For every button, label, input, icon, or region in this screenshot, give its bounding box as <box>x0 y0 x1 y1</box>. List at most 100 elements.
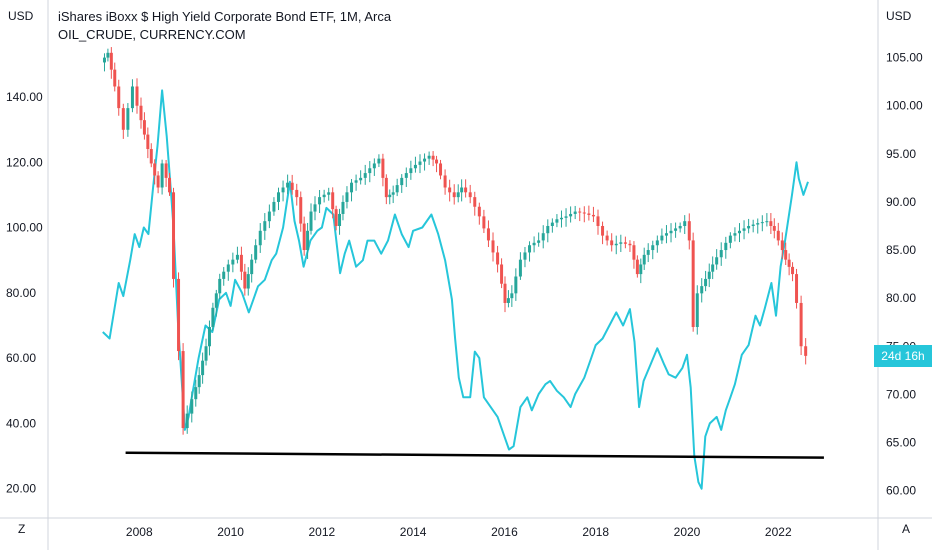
candle-body <box>591 214 595 217</box>
candle-body <box>646 250 650 255</box>
bar-countdown-badge: 24d 16h <box>874 345 932 367</box>
right-tick-label: 60.00 <box>886 484 916 498</box>
legend-series2: OIL_CRUDE, CURRENCY.COM <box>58 27 246 42</box>
candle-body <box>345 192 349 202</box>
candle-body <box>747 225 751 229</box>
candle-body <box>486 228 490 241</box>
candle-body <box>601 225 605 236</box>
candle-body <box>409 168 413 174</box>
candle-body <box>106 52 110 58</box>
candle-body <box>395 185 399 193</box>
candle-body <box>153 163 157 176</box>
candle-body <box>532 242 536 246</box>
candle-body <box>518 259 522 277</box>
candle-body <box>431 155 435 160</box>
auto-scale-button[interactable]: A <box>902 522 911 536</box>
candle-body <box>642 254 646 265</box>
candle-body <box>795 274 799 303</box>
candle-body <box>190 399 194 414</box>
candle-body <box>109 52 113 70</box>
candle-body <box>496 252 500 265</box>
candle-body <box>660 235 664 241</box>
left-tick-label: 40.00 <box>6 416 36 430</box>
candle-body <box>207 327 211 347</box>
left-tick-label: 20.00 <box>6 482 36 496</box>
candle-body <box>222 271 226 279</box>
candle-body <box>372 163 376 169</box>
chart-legend: iShares iBoxx $ High Yield Corporate Bon… <box>58 8 391 44</box>
candle-body <box>295 189 299 198</box>
x-tick-label: 2010 <box>217 525 244 539</box>
candle-body <box>226 264 230 272</box>
candle-body <box>313 204 317 212</box>
candle-body <box>787 259 791 267</box>
candle-body <box>678 225 682 229</box>
candle-body <box>573 211 577 214</box>
candle-body <box>477 206 481 217</box>
candle-body <box>760 222 764 224</box>
candle-body <box>363 173 367 178</box>
candle-body <box>327 192 331 195</box>
left-tick-label: 80.00 <box>6 286 36 300</box>
candle-body <box>500 264 504 284</box>
x-tick-label: 2020 <box>674 525 701 539</box>
candle-body <box>614 243 618 246</box>
candle-body <box>443 175 447 188</box>
candle-body <box>354 180 358 183</box>
candle-body <box>582 212 586 214</box>
candle-body <box>537 240 541 243</box>
candle-body <box>391 192 395 195</box>
right-tick-label: 95.00 <box>886 147 916 161</box>
candle-body <box>194 387 198 400</box>
candle-body <box>674 228 678 231</box>
candle-body <box>306 230 310 251</box>
candle-body <box>468 192 472 198</box>
oil-line <box>102 89 809 490</box>
candle-body <box>555 219 559 223</box>
candle-body <box>482 216 486 229</box>
support-line-layer <box>125 451 824 459</box>
tick-labels: USD USD 140.00 120.00 100.00 80.00 60.00 40.00 2… <box>6 9 923 539</box>
candle-body <box>334 209 338 226</box>
candle-body <box>569 213 573 217</box>
candle-body <box>704 278 708 287</box>
candle-body <box>377 158 381 164</box>
hyg-series <box>102 47 808 435</box>
candle-body <box>276 192 280 202</box>
candle-body <box>460 187 464 193</box>
candle-body <box>664 233 668 236</box>
left-tick-label: 100.00 <box>6 221 43 235</box>
candle-body <box>142 120 146 135</box>
candle-body <box>596 216 600 226</box>
candle-body <box>724 242 728 251</box>
x-tick-label: 2022 <box>765 525 792 539</box>
candle-body <box>623 242 627 244</box>
candle-body <box>491 240 495 253</box>
candle-body <box>102 57 106 63</box>
candle-body <box>185 413 189 429</box>
candle-body <box>388 194 392 198</box>
candle-body <box>669 230 673 234</box>
candle-body <box>384 177 388 198</box>
right-tick-label: 70.00 <box>886 387 916 401</box>
candle-body <box>439 163 443 176</box>
candle-body <box>121 108 125 130</box>
candle-body <box>546 225 550 234</box>
candle-body <box>243 271 247 289</box>
candle-body <box>427 155 431 159</box>
left-scale-mode-button[interactable]: Z <box>18 522 26 536</box>
candle-body <box>435 159 439 164</box>
candle-body <box>452 192 456 198</box>
candle-body <box>130 86 134 109</box>
candle-body <box>299 197 303 224</box>
candle-body <box>550 222 554 226</box>
right-tick-label: 90.00 <box>886 195 916 209</box>
candle-body <box>751 224 755 226</box>
candle-body <box>651 245 655 251</box>
candle-body <box>700 286 704 294</box>
candle-body <box>168 177 172 193</box>
candle-body <box>756 223 760 225</box>
candle-body <box>587 213 591 215</box>
